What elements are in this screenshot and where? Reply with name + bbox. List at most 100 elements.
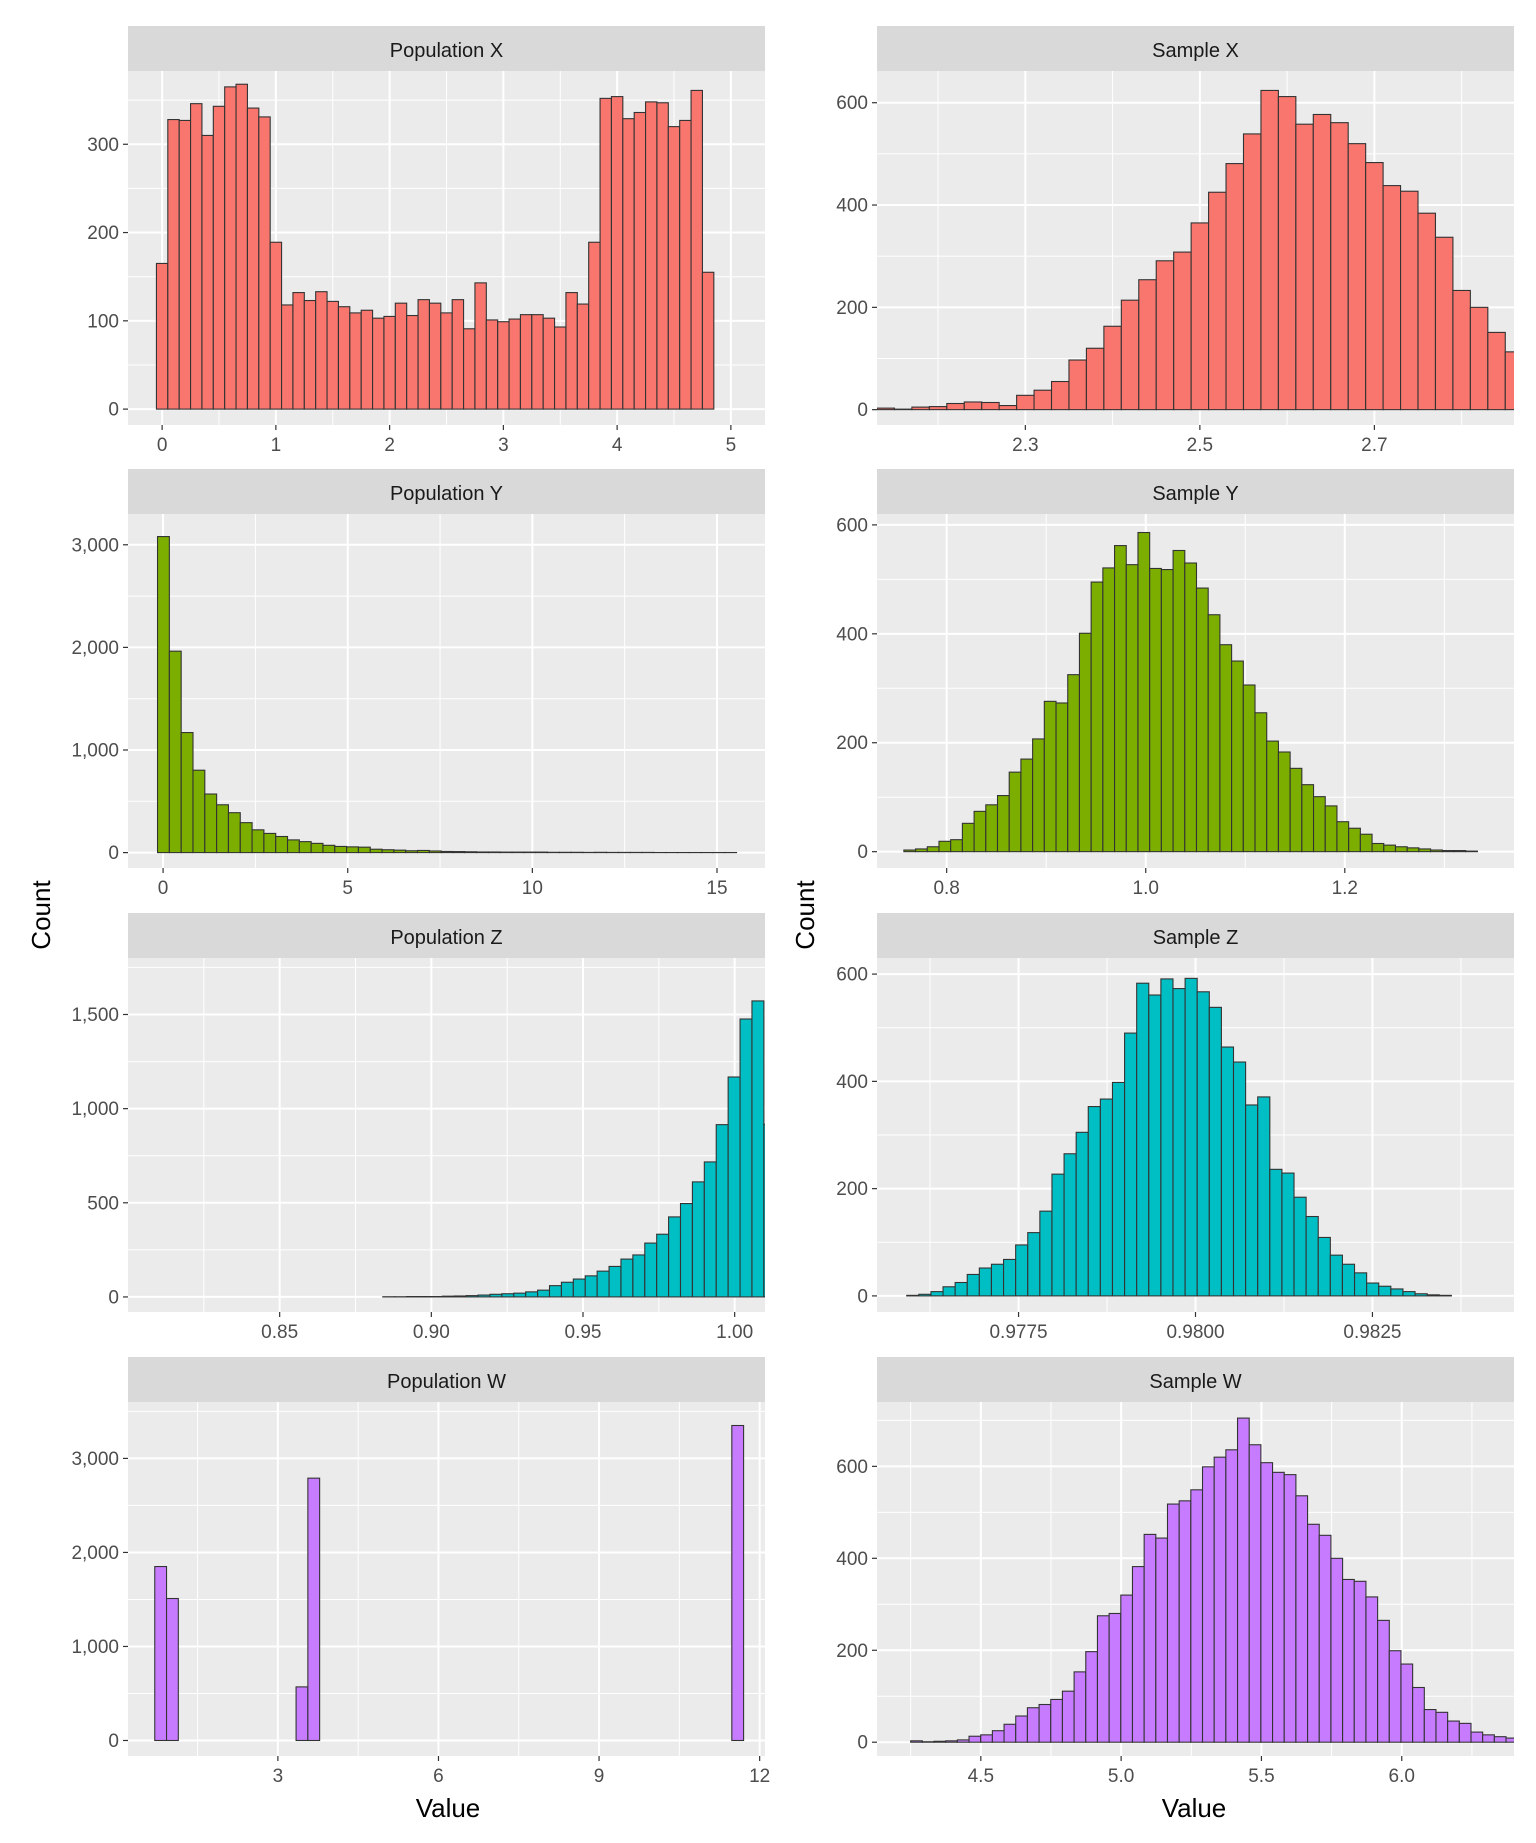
pop-z-bar [596, 1270, 610, 1298]
sample-w-x-tick-label: 5.5 [1248, 1766, 1274, 1787]
pop-x-bar [178, 119, 192, 410]
sample-x-bar [946, 402, 965, 411]
sample-z-bar [1051, 1173, 1065, 1297]
y-axis-title-right: Count [790, 880, 820, 950]
pop-x-bar [246, 107, 260, 410]
sample-z-bar [1087, 1106, 1101, 1297]
sample-x-bar [1452, 289, 1471, 411]
sample-x-bar [1487, 331, 1506, 411]
sample-y-bar [1441, 850, 1455, 853]
pop-z-bar [608, 1265, 622, 1298]
sample-w-bar [1131, 1566, 1145, 1743]
pop-x-bar [622, 118, 635, 410]
sample-y-bar [1348, 827, 1361, 853]
sample-y-strip [877, 469, 1514, 514]
pop-y-bar [251, 829, 265, 854]
pop-x-bar [497, 321, 510, 410]
sample-y-bar [926, 846, 940, 853]
y-axis-title-left: Count [26, 880, 56, 950]
sample-z-bar [1366, 1282, 1380, 1297]
pop-x-bar [372, 317, 385, 410]
sample-w-bar [1178, 1500, 1192, 1743]
pop-x-bar [167, 119, 180, 410]
sample-z-bar [1341, 1263, 1356, 1297]
sample-w-bar [933, 1740, 947, 1743]
sample-w-bar [1412, 1686, 1425, 1743]
sample-z-title: Sample Z [1153, 927, 1239, 949]
pop-x-x-tick-label: 1 [271, 435, 282, 456]
sample-z-bar [1305, 1215, 1319, 1297]
sample-w-x-tick-label: 6.0 [1389, 1766, 1415, 1787]
pop-w-x-tick-label: 6 [433, 1766, 444, 1787]
pop-x-bar [428, 302, 442, 410]
sample-w-bar [1120, 1594, 1134, 1743]
sample-y-bar [1359, 833, 1373, 853]
sample-z-bar [1063, 1153, 1077, 1297]
sample-y-bar [1406, 847, 1420, 853]
sample-x-bar [998, 405, 1018, 411]
pop-x-bar [190, 103, 203, 410]
sample-w-y-tick-label: 600 [836, 1457, 868, 1478]
pop-w-bar [731, 1424, 745, 1742]
sample-w-panel: Sample W 4.5 5.0 5.5 6.0 0 200 400 600 [836, 1357, 1514, 1787]
sample-y-bar [915, 848, 928, 853]
pop-x-bar [633, 111, 647, 410]
pop-w-bar [154, 1565, 168, 1742]
pop-z-y-tick-label: 0 [108, 1287, 119, 1308]
sample-y-bar [1137, 531, 1151, 853]
sample-x-y-tick-label: 200 [836, 298, 868, 319]
pop-z-bar [453, 1295, 467, 1298]
pop-x-bar [519, 314, 533, 410]
pop-y-x-tick-label: 0 [158, 878, 169, 899]
sample-w-bar [910, 1740, 923, 1743]
pop-y-bar [216, 804, 230, 854]
pop-z-bar [691, 1181, 705, 1298]
pop-y-bar [322, 844, 336, 854]
sample-x-bar [1434, 236, 1454, 411]
sample-x-bar [1400, 190, 1419, 411]
sample-z-bar [1426, 1294, 1440, 1297]
sample-y-bar [1289, 767, 1303, 853]
pop-z-x-tick-label: 1.00 [716, 1322, 753, 1343]
pop-z-bars [382, 1000, 765, 1298]
sample-w-bar [1061, 1690, 1075, 1743]
pop-x-bar [258, 116, 271, 410]
pop-y-bar [381, 849, 395, 854]
sample-z-y-tick-label: 200 [836, 1179, 868, 1200]
pop-z-bar [644, 1242, 658, 1298]
pop-x-bar [565, 292, 578, 410]
pop-x-bar [417, 299, 430, 410]
sample-w-bar [968, 1735, 982, 1743]
sample-y-bar [1032, 738, 1045, 853]
sample-x-bar [1085, 347, 1105, 411]
sample-y-bar [1078, 632, 1092, 853]
pop-z-bar [584, 1275, 598, 1298]
pop-z-bar [560, 1281, 574, 1298]
sample-y-title: Sample Y [1152, 483, 1238, 505]
pop-z-bar [703, 1161, 717, 1298]
pop-z-bar [739, 1018, 753, 1298]
pop-x-bar [155, 262, 169, 410]
pop-y-bar [192, 769, 206, 854]
pop-x-y-tick-label: 0 [108, 400, 119, 421]
sample-x-y-tick-label: 400 [836, 196, 868, 217]
pop-y-y-tick-label: 2,000 [71, 638, 119, 659]
sample-y-bar [1324, 805, 1338, 853]
sample-y-bar [938, 840, 952, 853]
pop-z-bar [763, 1123, 765, 1298]
pop-z-bar [489, 1293, 503, 1298]
sample-w-bar [1482, 1734, 1495, 1743]
sample-z-bar [1293, 1196, 1307, 1297]
pop-y-bar [464, 851, 478, 854]
sample-x-bar [1173, 251, 1192, 411]
pop-x-bar [656, 102, 669, 410]
pop-y-bar [298, 841, 312, 854]
sample-w-bar [1505, 1737, 1514, 1743]
sample-y-bar [1055, 702, 1069, 853]
sample-y-bar [996, 795, 1010, 853]
sample-z-bar [1208, 1006, 1222, 1297]
pop-z-bar [668, 1216, 682, 1298]
sample-y-bar [973, 810, 987, 853]
pop-y-bar [334, 845, 348, 854]
sample-y-bar [1207, 614, 1221, 853]
